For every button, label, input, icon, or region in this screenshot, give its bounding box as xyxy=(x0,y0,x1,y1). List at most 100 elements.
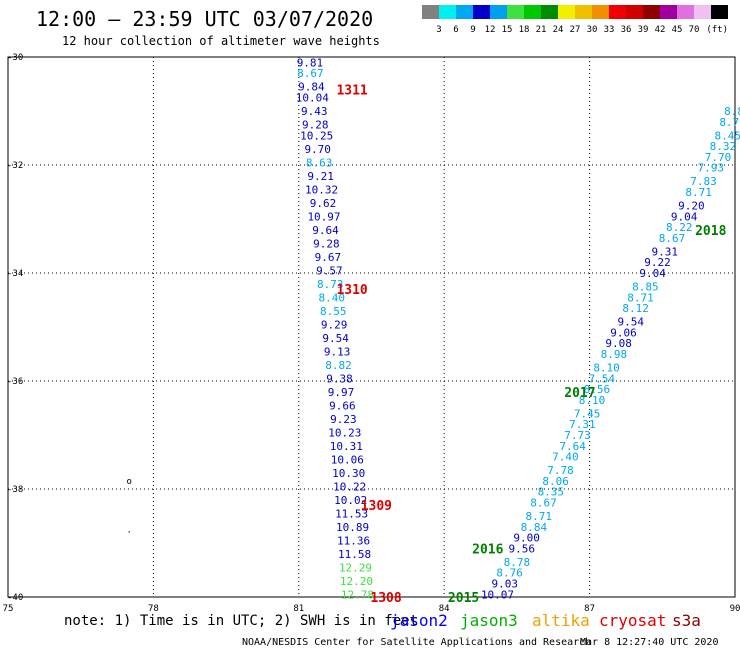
x-tick-label: 81 xyxy=(293,604,304,614)
swh-value: 9.67 xyxy=(315,251,342,264)
chart-title: 12:00 – 23:59 UTC 03/07/2020 xyxy=(36,7,373,31)
swh-value: 10.32 xyxy=(305,183,338,196)
colorbar-swatch xyxy=(609,5,626,19)
colorbar-swatch xyxy=(575,5,592,19)
y-tick-label: -30 xyxy=(7,53,23,63)
swh-value: 8.63 xyxy=(306,156,333,169)
colorbar-swatch xyxy=(490,5,507,19)
swh-value: 10.23 xyxy=(328,426,361,439)
swh-value: 7.31 xyxy=(569,418,596,431)
swh-value: 7.70 xyxy=(705,151,732,164)
satellite-legend: jason2 jason3 altika cryosat s3a xyxy=(390,611,701,630)
colorbar-label: 3 xyxy=(436,25,441,35)
colorbar-label: 24 xyxy=(553,25,564,35)
swh-value: 8.10 xyxy=(579,394,606,407)
swh-value: 8.78 xyxy=(504,556,531,569)
colorbar-swatch xyxy=(541,5,558,19)
colorbar-label: 9 xyxy=(470,25,475,35)
colorbar-swatch xyxy=(677,5,694,19)
swh-value: 10.97 xyxy=(307,210,340,223)
colorbar-swatch xyxy=(422,5,439,19)
y-tick-label: -34 xyxy=(7,269,23,279)
swh-value: 10.04 xyxy=(296,92,329,105)
swh-value: 8.12 xyxy=(622,302,649,315)
colorbar-swatch xyxy=(473,5,490,19)
markers: o. xyxy=(126,477,131,536)
swh-value: 10.22 xyxy=(333,480,366,493)
chart-subtitle: 12 hour collection of altimeter wave hei… xyxy=(62,34,380,48)
swh-value: 9.03 xyxy=(492,578,519,591)
x-tick-label: 75 xyxy=(3,604,14,614)
swh-value: 8.10 xyxy=(593,362,620,375)
colorbar-swatch xyxy=(558,5,575,19)
colorbar-label: 39 xyxy=(638,25,649,35)
legend-entry-altika: altika xyxy=(532,611,590,630)
footer-note: note: 1) Time is in UTC; 2) SWH is in fe… xyxy=(64,613,418,629)
swh-value: 8.98 xyxy=(601,348,628,361)
swh-value: 8.71 xyxy=(627,291,654,304)
swh-value: 10.89 xyxy=(336,521,369,534)
swh-value: 8.35 xyxy=(538,486,565,499)
colorbar-label: 15 xyxy=(502,25,513,35)
colorbar-swatch xyxy=(592,5,609,19)
swh-value: 9.56 xyxy=(508,542,535,555)
swh-value: 8.06 xyxy=(542,475,569,488)
y-tick-label: -32 xyxy=(7,161,23,171)
swh-value: 7.93 xyxy=(698,162,725,175)
y-tick-label: -40 xyxy=(7,593,23,603)
legend-entry-jason2: jason2 xyxy=(390,611,448,630)
footer-timestamp: Mar 8 12:27:40 UTC 2020 xyxy=(580,637,718,648)
track-label: 1308 xyxy=(370,591,401,606)
track-label: 2015 xyxy=(448,591,479,606)
colorbar-swatch xyxy=(643,5,660,19)
track-label: 1311 xyxy=(336,83,367,98)
swh-value: 10.31 xyxy=(330,440,363,453)
swh-value: 9.06 xyxy=(610,326,637,339)
colorbar-label: 27 xyxy=(570,25,581,35)
swh-value: 9.00 xyxy=(513,532,540,545)
swh-value: 8.55 xyxy=(320,305,347,318)
swh-value: 8.89 xyxy=(724,105,740,118)
swh-value: 7.83 xyxy=(690,175,717,188)
swh-value: 9.29 xyxy=(321,318,348,331)
track-label: 1309 xyxy=(361,499,392,514)
y-tick-label: -38 xyxy=(7,485,23,495)
swh-value: 8.67 xyxy=(530,497,557,510)
swh-value: 9.43 xyxy=(301,105,328,118)
swh-value: 8.85 xyxy=(632,281,659,294)
swh-value: 8.71 xyxy=(719,116,740,129)
colorbar-label: 21 xyxy=(536,25,547,35)
track-label: 2018 xyxy=(695,224,726,239)
track-label: 2016 xyxy=(472,542,503,557)
swh-value: 7.40 xyxy=(552,451,579,464)
swh-value: 8.84 xyxy=(521,521,548,534)
colorbar-label: 70 xyxy=(689,25,700,35)
swh-value: 9.20 xyxy=(678,200,705,213)
x-tick-label: 87 xyxy=(584,604,595,614)
track-label: 1310 xyxy=(336,283,367,298)
marker-symbol: o xyxy=(126,477,131,487)
swh-value: 10.30 xyxy=(332,467,365,480)
swh-value: 9.08 xyxy=(605,337,632,350)
swh-value: 7.64 xyxy=(559,440,586,453)
axes: 75 78 81 84 87 90 -30 -32 -34 -36 -38 -40 xyxy=(3,53,740,614)
swh-value: 11.58 xyxy=(338,548,371,561)
swh-value: 8.45 xyxy=(714,129,740,142)
swh-value: 8.67 xyxy=(659,232,686,245)
colorbar-label: 36 xyxy=(621,25,632,35)
swh-value: 9.57 xyxy=(316,264,343,277)
swh-value: 9.64 xyxy=(312,224,339,237)
swh-value: 11.36 xyxy=(337,534,370,547)
marker-symbol: . xyxy=(126,526,131,536)
plot-frame xyxy=(7,56,736,598)
swh-value: 9.28 xyxy=(313,237,340,250)
swh-value: 9.81 xyxy=(297,56,324,69)
colorbar-swatch xyxy=(711,5,728,19)
swh-value: 10.25 xyxy=(300,129,333,142)
colorbar-unit: (ft) xyxy=(706,25,728,35)
colorbar-swatch xyxy=(660,5,677,19)
swh-value: 10.02 xyxy=(334,494,367,507)
swh-value: 11.53 xyxy=(335,507,368,520)
colorbar-label: 45 xyxy=(672,25,683,35)
swh-value: 9.21 xyxy=(307,170,334,183)
